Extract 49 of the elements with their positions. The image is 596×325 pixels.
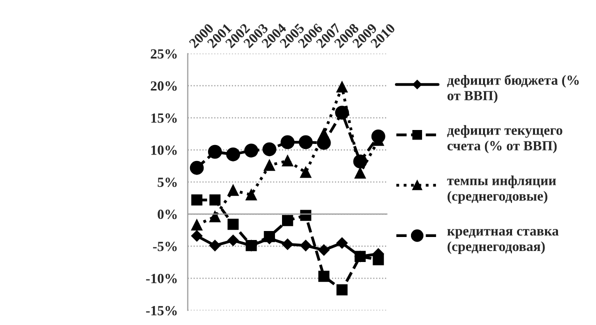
point — [282, 155, 294, 166]
point — [300, 240, 312, 252]
legend-label: темпы инфляции (среднегодовые) — [447, 176, 556, 204]
point — [226, 147, 240, 162]
point — [209, 211, 221, 222]
point — [318, 244, 330, 256]
point — [298, 135, 313, 150]
point — [228, 218, 239, 230]
point — [282, 238, 294, 250]
point — [353, 154, 368, 168]
point — [244, 144, 258, 158]
y-tick-label: 0% — [158, 210, 177, 220]
legend-label: кредитная ставка (среднегодовая) — [447, 228, 559, 254]
point — [354, 167, 366, 179]
y-tick-label: 20% — [150, 81, 177, 91]
y-tick-label: 5% — [158, 178, 177, 187]
point — [228, 234, 239, 246]
point — [318, 270, 330, 282]
point — [246, 240, 257, 252]
point — [371, 129, 386, 144]
y-tick-label: 10% — [151, 145, 177, 155]
point — [191, 194, 202, 206]
y-tick-label: 25% — [150, 49, 177, 59]
point — [300, 210, 312, 221]
point — [246, 189, 257, 200]
point — [280, 135, 295, 150]
point — [209, 194, 221, 206]
point — [191, 219, 202, 231]
legend-label: дефицит текущего счета (% от ВВП) — [447, 125, 562, 154]
point — [262, 142, 276, 156]
point — [300, 166, 312, 178]
y-tick-label: 15% — [151, 113, 177, 123]
legend-label: дефицит бюджета (% от ВВП) — [447, 74, 579, 104]
point — [228, 184, 239, 196]
point — [282, 214, 294, 226]
y-tick-label: -10% — [146, 274, 177, 284]
point — [264, 160, 275, 171]
y-tick-label: -5% — [153, 242, 177, 252]
point — [336, 284, 348, 296]
point — [354, 250, 366, 262]
point — [372, 254, 384, 266]
y-tick-label: -15% — [146, 306, 177, 316]
point — [209, 240, 221, 252]
point — [336, 237, 348, 249]
point — [335, 106, 349, 120]
point — [336, 81, 348, 93]
point — [191, 230, 202, 242]
point — [190, 160, 204, 175]
point — [208, 144, 222, 159]
